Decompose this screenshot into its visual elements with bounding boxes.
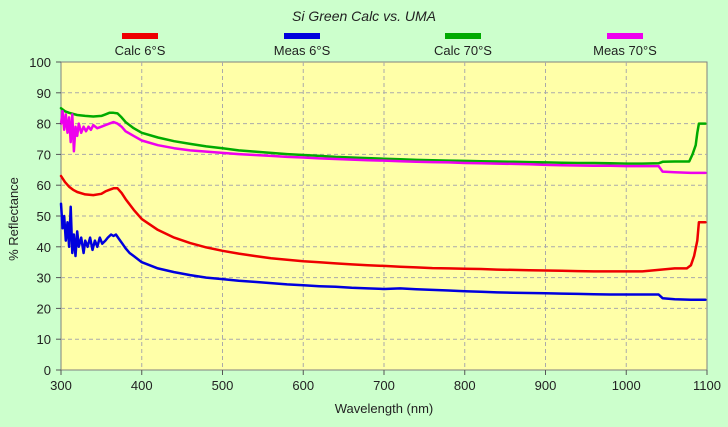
legend-label: Calc 70°S — [434, 43, 492, 58]
y-tick-label: 10 — [37, 332, 51, 347]
series-line-4 — [59, 110, 707, 175]
x-tick-label: 1100 — [693, 378, 721, 393]
legend-label: Meas 6°S — [274, 43, 331, 58]
x-tick-label: 500 — [212, 378, 234, 393]
x-tick-label: 600 — [292, 378, 314, 393]
y-axis-label: % Reflectance — [6, 177, 21, 261]
legend-swatch — [445, 33, 481, 39]
y-tick-label: 0 — [44, 363, 51, 378]
x-tick-label: 400 — [131, 378, 153, 393]
y-axis-ticks: 0 10 20 30 40 50 60 70 80 90 100 — [29, 55, 61, 378]
series-line-2 — [59, 202, 707, 302]
series-line-1 — [59, 174, 707, 273]
x-axis-label: Wavelength (nm) — [335, 401, 434, 416]
legend-swatch — [122, 33, 158, 39]
legend-swatch — [607, 33, 643, 39]
legend-item-1: Calc 6°S — [115, 33, 166, 58]
legend-item-2: Meas 6°S — [274, 33, 331, 58]
legend: Calc 6°S Meas 6°S Calc 70°S Meas 70°S — [115, 33, 657, 58]
x-tick-label: 800 — [454, 378, 476, 393]
legend-item-3: Calc 70°S — [434, 33, 492, 58]
x-axis-ticks: 300 400 500 600 700 800 900 1000 1100 — [50, 370, 721, 393]
series-layer — [59, 106, 707, 302]
legend-label: Calc 6°S — [115, 43, 166, 58]
y-tick-label: 80 — [37, 117, 51, 132]
series-line-3 — [59, 106, 707, 165]
x-tick-label: 1000 — [612, 378, 641, 393]
x-tick-label: 900 — [535, 378, 557, 393]
x-tick-label: 700 — [373, 378, 395, 393]
y-tick-label: 70 — [37, 147, 51, 162]
y-tick-label: 50 — [37, 209, 51, 224]
legend-swatch — [284, 33, 320, 39]
chart-title: Si Green Calc vs. UMA — [292, 8, 436, 24]
y-tick-label: 90 — [37, 86, 51, 101]
y-tick-label: 30 — [37, 271, 51, 286]
legend-label: Meas 70°S — [593, 43, 657, 58]
x-tick-label: 300 — [50, 378, 72, 393]
y-tick-label: 100 — [29, 55, 51, 70]
y-tick-label: 40 — [37, 240, 51, 255]
legend-item-4: Meas 70°S — [593, 33, 657, 58]
grid — [61, 62, 707, 370]
y-tick-label: 20 — [37, 301, 51, 316]
y-tick-label: 60 — [37, 178, 51, 193]
